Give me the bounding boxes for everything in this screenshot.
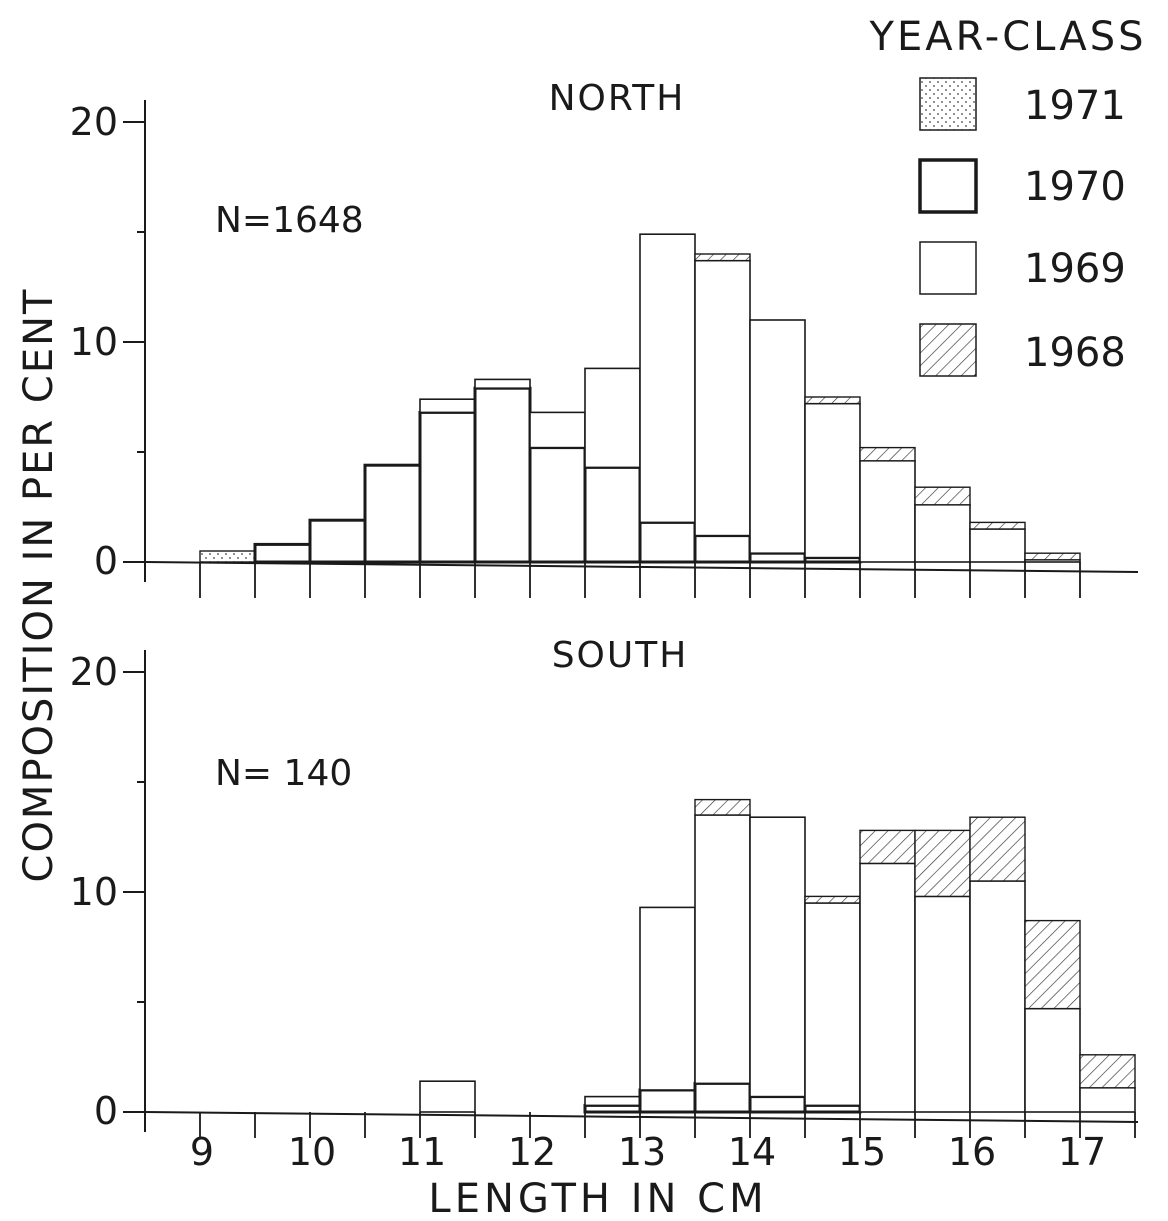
x-tick-label-11: 11 xyxy=(398,1130,446,1174)
north-bar-1968-13.5 xyxy=(694,253,751,262)
north-panel-title: NORTH xyxy=(549,78,686,119)
north-bar-1968-14.5 xyxy=(804,396,861,405)
x-tick-label-13: 13 xyxy=(618,1130,666,1174)
north-bar-1968-15.5 xyxy=(914,486,971,506)
north-ytick-0: 0 xyxy=(94,539,118,583)
north-bar-1969-11 xyxy=(419,398,476,414)
x-tick-label-16: 16 xyxy=(948,1130,996,1174)
x-tick-labels: 9 10 11 12 13 14 15 16 17 xyxy=(190,1130,1106,1174)
south-bar-1968-15.5 xyxy=(914,829,971,898)
south-panel-title: SOUTH xyxy=(552,635,689,676)
south-bar-1969-17 xyxy=(1079,1087,1136,1113)
north-bar-1968-15 xyxy=(859,446,916,462)
legend-label-1970: 1970 xyxy=(1024,164,1126,210)
south-bar-1969-14.5 xyxy=(804,902,861,1107)
north-bar-1968-16.5 xyxy=(1024,552,1081,561)
south-bar-1968-17 xyxy=(1079,1054,1136,1089)
x-tick-label-12: 12 xyxy=(508,1130,556,1174)
legend-label-1969: 1969 xyxy=(1024,246,1126,292)
north-bar-1969-15.5 xyxy=(914,503,971,563)
south-bar-1969-15.5 xyxy=(914,895,971,1113)
south-ytick-20: 20 xyxy=(70,650,118,694)
south-bar-1969-12.5 xyxy=(584,1095,641,1107)
north-bar-1969-15 xyxy=(859,459,916,563)
north-bar-1968-16 xyxy=(969,521,1026,530)
south-ytick-10: 10 xyxy=(70,870,118,914)
north-bar-1970-11 xyxy=(418,410,477,564)
north-bar-1970-13.5 xyxy=(693,534,752,564)
south-bar-1970-13.5 xyxy=(693,1081,752,1114)
south-bar-1970-12.5 xyxy=(583,1103,642,1114)
legend-swatch-1968 xyxy=(919,323,977,377)
north-bar-1970-10 xyxy=(308,518,367,564)
south-bar-1969-14 xyxy=(749,816,806,1098)
north-bar-1969-14.5 xyxy=(804,402,861,559)
south-bar-1968-16 xyxy=(969,816,1026,882)
north-bar-1970-10.5 xyxy=(363,463,422,564)
x-tick-label-17: 17 xyxy=(1058,1130,1106,1174)
south-ytick-0: 0 xyxy=(94,1089,118,1133)
x-tick-label-15: 15 xyxy=(838,1130,886,1174)
x-tick-label-14: 14 xyxy=(728,1130,776,1174)
north-bar-1970-13 xyxy=(638,520,697,564)
south-bar-1969-11 xyxy=(419,1080,476,1113)
north-n-label: N=1648 xyxy=(215,200,364,241)
south-bar-1968-14.5 xyxy=(804,895,861,904)
north-bar-1969-16 xyxy=(969,528,1026,563)
legend-label-1971: 1971 xyxy=(1024,83,1126,129)
north-bar-1969-12.5 xyxy=(584,367,641,469)
y-axis-title: COMPOSITION IN PER CENT xyxy=(16,288,62,883)
south-bar-1968-13.5 xyxy=(694,798,751,816)
north-ytick-20: 20 xyxy=(70,100,118,144)
legend-swatch-1971 xyxy=(919,77,977,131)
south-bar-1970-14.5 xyxy=(803,1103,862,1114)
south-bar-1969-16.5 xyxy=(1024,1007,1081,1113)
south-bar-1969-15 xyxy=(859,862,916,1113)
south-bar-1970-13 xyxy=(638,1088,697,1114)
south-bar-1968-16.5 xyxy=(1024,919,1081,1010)
south-n-label: N= 140 xyxy=(215,753,352,794)
north-panel xyxy=(123,100,1139,598)
legend-swatch-1970 xyxy=(918,158,978,214)
north-bar-1969-13 xyxy=(639,233,696,524)
north-bar-1969-13.5 xyxy=(694,259,751,537)
south-bar-1969-13.5 xyxy=(694,814,751,1085)
x-axis-title: LENGTH IN CM xyxy=(428,1176,767,1221)
north-bar-1970-11.5 xyxy=(473,386,532,564)
north-bar-1970-12 xyxy=(528,446,587,564)
north-ytick-10: 10 xyxy=(70,320,118,364)
legend-swatch-1969 xyxy=(919,241,977,295)
north-bar-1969-11.5 xyxy=(474,378,531,389)
south-bar-1970-14 xyxy=(748,1095,807,1114)
south-bar-1968-15 xyxy=(859,829,916,865)
south-bar-1969-16 xyxy=(969,880,1026,1113)
legend: YEAR-CLASS 1971 1970 1969 1968 xyxy=(869,14,1147,377)
north-bar-1970-9.5 xyxy=(253,542,312,564)
legend-title: YEAR-CLASS xyxy=(869,14,1147,60)
legend-label-1968: 1968 xyxy=(1024,330,1126,376)
south-panel xyxy=(123,650,1139,1138)
north-bar-1969-12 xyxy=(529,411,586,449)
x-tick-label-10: 10 xyxy=(288,1130,336,1174)
north-bar-1969-14 xyxy=(749,319,806,554)
south-bar-1969-13 xyxy=(639,906,696,1091)
x-tick-label-9: 9 xyxy=(190,1130,214,1174)
north-bar-1970-12.5 xyxy=(583,465,642,564)
north-bar-1971-9 xyxy=(199,550,256,563)
north-bar-1970-14 xyxy=(748,551,807,564)
